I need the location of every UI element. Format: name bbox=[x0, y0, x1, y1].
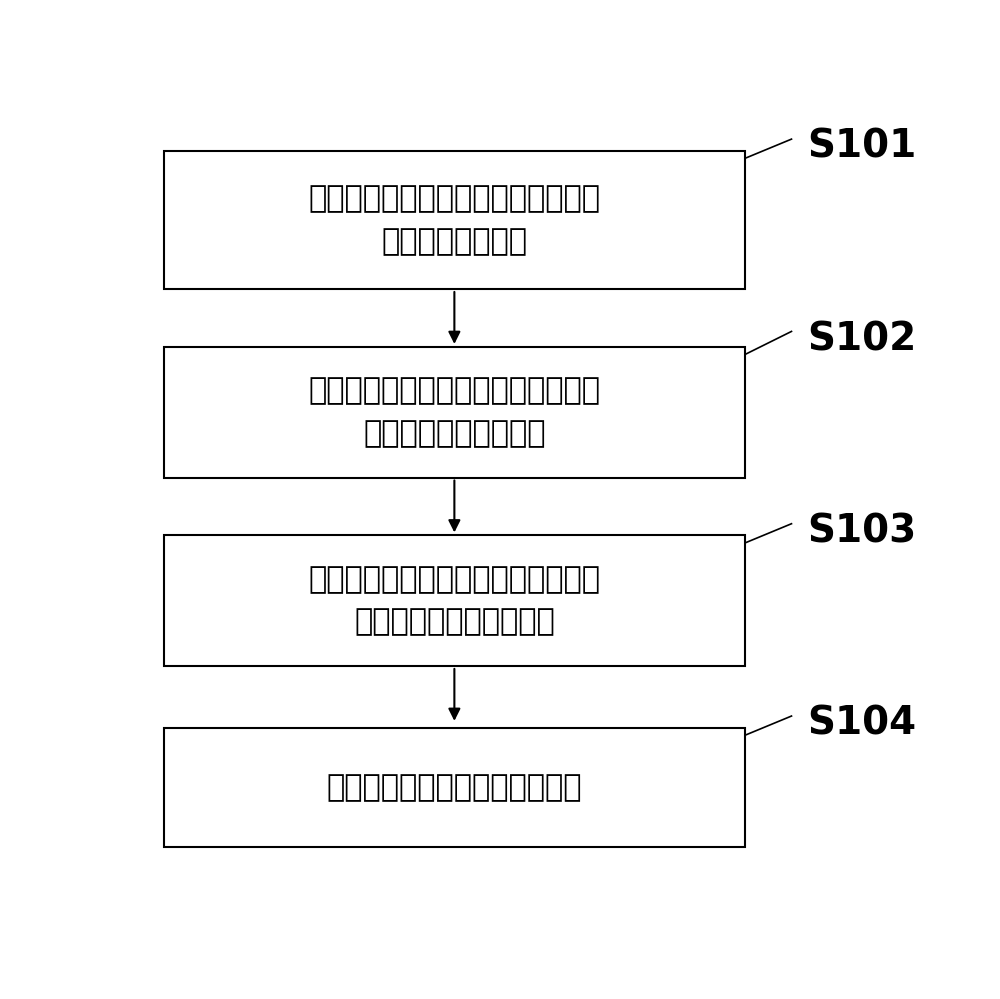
Text: S101: S101 bbox=[807, 128, 916, 166]
Text: 初始化参数并基于所述组织三维模型
生成组织动态三维模型: 初始化参数并基于所述组织三维模型 生成组织动态三维模型 bbox=[308, 377, 600, 449]
Text: 基于动态三维模型模拟炎症过程: 基于动态三维模型模拟炎症过程 bbox=[327, 772, 582, 801]
Bar bbox=[164, 535, 745, 666]
Text: S103: S103 bbox=[807, 512, 916, 550]
Text: 接收外部输入所指定的病原以及所述
病原产生的组织细胞位置: 接收外部输入所指定的病原以及所述 病原产生的组织细胞位置 bbox=[308, 564, 600, 636]
Text: S102: S102 bbox=[807, 320, 916, 358]
Text: S104: S104 bbox=[807, 704, 916, 742]
Bar bbox=[164, 151, 745, 289]
Text: 基于选定组织在人体模型中提取相对
应的组织三维模型: 基于选定组织在人体模型中提取相对 应的组织三维模型 bbox=[308, 184, 600, 256]
Bar bbox=[164, 347, 745, 478]
Bar bbox=[164, 727, 745, 847]
